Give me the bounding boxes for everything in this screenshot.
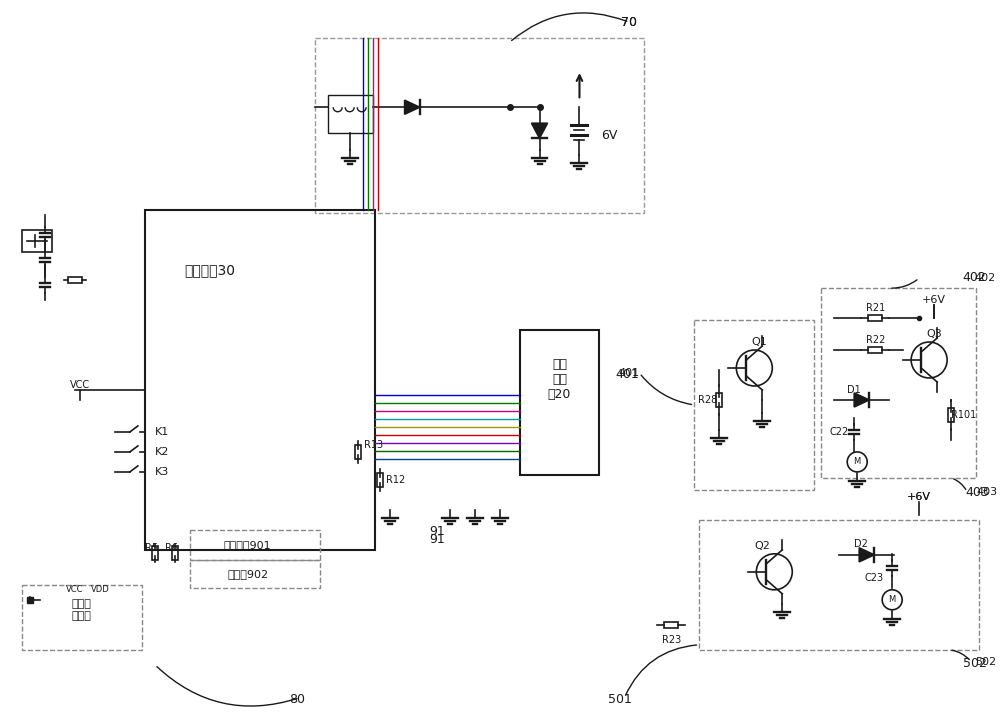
Text: D2: D2: [854, 539, 868, 549]
Bar: [315, 38, 644, 213]
Text: 402: 402: [962, 271, 986, 284]
Text: 6V: 6V: [601, 129, 618, 142]
Text: R23: R23: [662, 635, 681, 644]
Polygon shape: [532, 123, 547, 138]
Bar: [699, 520, 979, 649]
Text: Q2: Q2: [754, 541, 770, 551]
Bar: [190, 560, 320, 588]
Text: C23: C23: [865, 573, 884, 583]
Text: 403: 403: [976, 487, 997, 497]
Bar: [190, 530, 320, 560]
Bar: [948, 408, 954, 422]
Text: R13: R13: [364, 440, 383, 450]
Text: 502: 502: [963, 657, 987, 670]
Text: R5: R5: [145, 543, 158, 553]
Bar: [868, 347, 882, 353]
Text: R22: R22: [866, 335, 885, 345]
Bar: [328, 95, 373, 133]
Bar: [716, 393, 722, 407]
Text: Q1: Q1: [751, 337, 767, 347]
Text: 70: 70: [621, 16, 637, 29]
Text: 91: 91: [430, 533, 445, 546]
Text: 401: 401: [616, 369, 639, 382]
Bar: [664, 621, 678, 628]
Text: 402: 402: [974, 273, 995, 283]
Text: 401: 401: [618, 368, 639, 378]
Text: R12: R12: [386, 475, 405, 485]
Bar: [868, 315, 882, 321]
Bar: [152, 546, 158, 560]
Text: 压力
传感
器20: 压力 传感 器20: [548, 359, 571, 402]
Bar: [821, 288, 976, 478]
Bar: [520, 330, 599, 475]
Text: R21: R21: [866, 303, 885, 313]
Text: VDD: VDD: [91, 585, 109, 594]
Bar: [145, 210, 375, 550]
Text: K2: K2: [155, 447, 169, 457]
Text: 记忆存
储芯片: 记忆存 储芯片: [72, 599, 92, 621]
Text: R28: R28: [698, 395, 717, 405]
Text: D1: D1: [847, 385, 861, 395]
Text: Q3: Q3: [926, 329, 942, 339]
Text: 扬声器902: 扬声器902: [227, 569, 268, 579]
Text: 微控制器30: 微控制器30: [184, 263, 235, 277]
Text: 501: 501: [608, 693, 632, 706]
Bar: [172, 546, 178, 560]
Text: R6: R6: [165, 543, 178, 553]
Text: +6V: +6V: [907, 492, 931, 502]
Text: 70: 70: [621, 16, 637, 29]
Text: VCC: VCC: [70, 380, 90, 390]
Bar: [355, 445, 361, 459]
Text: C22: C22: [830, 427, 849, 437]
Text: R101: R101: [951, 410, 977, 420]
Bar: [22, 230, 52, 252]
Text: M: M: [854, 458, 861, 466]
Polygon shape: [854, 393, 869, 407]
Bar: [377, 473, 383, 487]
Bar: [68, 277, 82, 283]
Polygon shape: [859, 548, 874, 562]
Text: 403: 403: [965, 486, 989, 499]
Bar: [694, 320, 814, 490]
Text: M: M: [889, 595, 896, 604]
Text: 语音芯片901: 语音芯片901: [224, 540, 272, 550]
Text: K3: K3: [155, 467, 169, 477]
Text: 502: 502: [975, 657, 996, 667]
Bar: [22, 585, 142, 649]
Text: +6V: +6V: [922, 295, 946, 305]
Text: K1: K1: [155, 427, 169, 437]
Polygon shape: [405, 100, 420, 115]
Text: VCC: VCC: [66, 585, 84, 594]
Text: +6V: +6V: [907, 492, 931, 502]
Text: 80: 80: [289, 693, 305, 706]
Text: 91: 91: [430, 526, 445, 538]
